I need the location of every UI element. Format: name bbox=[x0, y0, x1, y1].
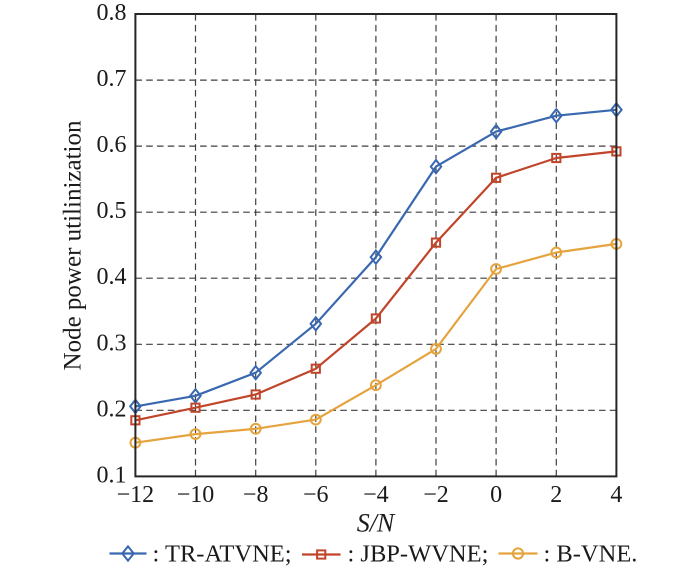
svg-text:0: 0 bbox=[490, 482, 502, 508]
svg-text:−2: −2 bbox=[423, 482, 449, 508]
svg-text:: TR-ATVNE;: : TR-ATVNE; bbox=[153, 541, 292, 568]
svg-text:0.1: 0.1 bbox=[97, 462, 127, 488]
svg-text:0.5: 0.5 bbox=[97, 198, 127, 224]
svg-text:2: 2 bbox=[550, 482, 562, 508]
svg-text:: B-VNE.: : B-VNE. bbox=[544, 541, 638, 568]
svg-text:0.2: 0.2 bbox=[97, 396, 127, 422]
svg-text:Node power utilinization: Node power utilinization bbox=[60, 120, 87, 370]
svg-text:4: 4 bbox=[610, 482, 622, 508]
svg-text:: JBP-WVNE;: : JBP-WVNE; bbox=[348, 541, 489, 568]
svg-text:−8: −8 bbox=[243, 482, 269, 508]
svg-text:0.4: 0.4 bbox=[97, 264, 127, 290]
svg-text:−4: −4 bbox=[363, 482, 389, 508]
svg-text:0.6: 0.6 bbox=[97, 132, 127, 158]
svg-text:−6: −6 bbox=[303, 482, 329, 508]
svg-text:0.3: 0.3 bbox=[97, 330, 127, 356]
svg-text:S/N: S/N bbox=[357, 509, 396, 538]
svg-text:0.7: 0.7 bbox=[97, 66, 127, 92]
svg-text:−10: −10 bbox=[177, 482, 215, 508]
svg-text:0.8: 0.8 bbox=[97, 0, 127, 26]
svg-text:−12: −12 bbox=[117, 482, 155, 508]
